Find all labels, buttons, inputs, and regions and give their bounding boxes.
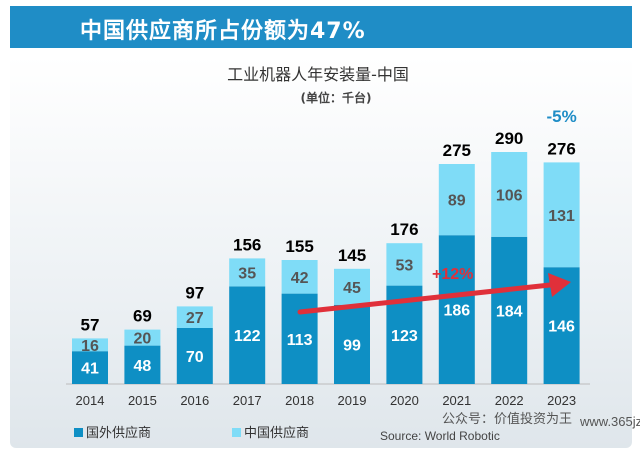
site-watermark: www.365jz.com <box>580 414 640 429</box>
labels-group: 41 16 57 2014 48 20 69 2015 70 27 97 2016 122 35 156 20… <box>76 129 577 408</box>
bar-foreign-2014 <box>72 351 108 384</box>
annotation-decline: -5% <box>546 107 576 126</box>
x-tick-label-2023: 2023 <box>547 393 576 408</box>
x-tick-label-2019: 2019 <box>338 393 367 408</box>
title-banner: 中国供应商所占份额为47% <box>10 6 632 48</box>
bar-china-2018 <box>281 260 318 294</box>
value-label-foreign-2020: 123 <box>391 328 418 345</box>
bar-china-2016 <box>176 306 213 328</box>
total-label-2019: 145 <box>338 246 366 265</box>
value-label-foreign-2021: 186 <box>443 303 470 320</box>
bar-china-2023 <box>543 162 580 268</box>
page-title: 中国供应商所占份额为47% <box>80 19 366 44</box>
total-label-2015: 69 <box>133 307 152 326</box>
total-label-2018: 155 <box>285 237 313 256</box>
x-tick-label-2016: 2016 <box>180 393 209 408</box>
total-label-2022: 290 <box>495 129 523 148</box>
x-tick-label-2014: 2014 <box>76 393 105 408</box>
value-label-foreign-2015: 48 <box>134 358 152 375</box>
value-label-foreign-2022: 184 <box>496 303 523 320</box>
value-label-china-2016: 27 <box>186 310 204 327</box>
bar-foreign-2015 <box>124 345 161 384</box>
chart-subtitle: (单位：千台) <box>301 90 372 105</box>
bar-foreign-2021 <box>438 235 475 384</box>
legend-label-foreign: 国外供应商 <box>86 425 151 441</box>
trend-group: +12% -5% <box>297 107 577 315</box>
bar-foreign-2017 <box>229 286 266 384</box>
total-label-2017: 156 <box>233 235 261 254</box>
legend-swatch-foreign <box>74 428 83 437</box>
annotation-growth: +12% <box>432 266 473 283</box>
bar-china-2014 <box>72 338 108 352</box>
value-label-china-2022: 106 <box>496 187 523 204</box>
total-label-2021: 275 <box>443 141 471 160</box>
source-note: Source: World Robotic <box>380 429 500 443</box>
value-label-china-2014: 16 <box>81 338 99 355</box>
legend: 国外供应商 中国供应商 <box>74 425 309 441</box>
total-label-2020: 176 <box>390 220 418 239</box>
bar-foreign-2016 <box>176 328 213 384</box>
x-tick-label-2021: 2021 <box>442 393 471 408</box>
value-label-china-2018: 42 <box>291 270 309 287</box>
legend-swatch-china <box>232 428 241 437</box>
value-label-china-2020: 53 <box>396 257 414 274</box>
bar-foreign-2019 <box>334 304 370 384</box>
value-label-foreign-2016: 70 <box>186 349 204 366</box>
bar-foreign-2022 <box>491 236 528 384</box>
bar-china-2017 <box>229 258 266 287</box>
value-label-foreign-2018: 113 <box>287 332 313 349</box>
bar-china-2015 <box>124 329 161 346</box>
value-label-china-2023: 131 <box>548 208 575 225</box>
x-tick-label-2017: 2017 <box>233 393 262 408</box>
chart-panel <box>10 56 632 448</box>
value-label-china-2015: 20 <box>134 331 152 348</box>
bar-china-2019 <box>334 268 370 305</box>
bar-china-2022 <box>491 152 528 237</box>
x-tick-label-2022: 2022 <box>495 393 524 408</box>
total-label-2023: 276 <box>547 139 575 158</box>
value-label-foreign-2019: 99 <box>343 337 361 354</box>
total-label-2016: 97 <box>185 283 204 302</box>
bar-china-2021 <box>438 164 475 236</box>
x-tick-label-2015: 2015 <box>128 393 157 408</box>
value-label-china-2021: 89 <box>448 193 466 210</box>
value-label-china-2017: 35 <box>238 265 256 282</box>
value-label-foreign-2017: 122 <box>234 328 261 345</box>
total-label-2014: 57 <box>81 315 100 334</box>
trend-arrow-line <box>297 282 553 315</box>
x-tick-label-2020: 2020 <box>390 393 419 408</box>
legend-label-china: 中国供应商 <box>244 425 309 441</box>
x-tick-label-2018: 2018 <box>285 393 314 408</box>
bar-china-2020 <box>386 243 423 286</box>
value-label-foreign-2023: 146 <box>548 319 575 336</box>
watermark-text: 公众号：价值投资为王 <box>442 411 572 427</box>
chart-title: 工业机器人年安装量-中国 <box>227 65 409 84</box>
value-label-foreign-2014: 41 <box>81 361 99 378</box>
trend-arrow-head <box>548 273 571 297</box>
value-label-china-2019: 45 <box>343 280 361 297</box>
